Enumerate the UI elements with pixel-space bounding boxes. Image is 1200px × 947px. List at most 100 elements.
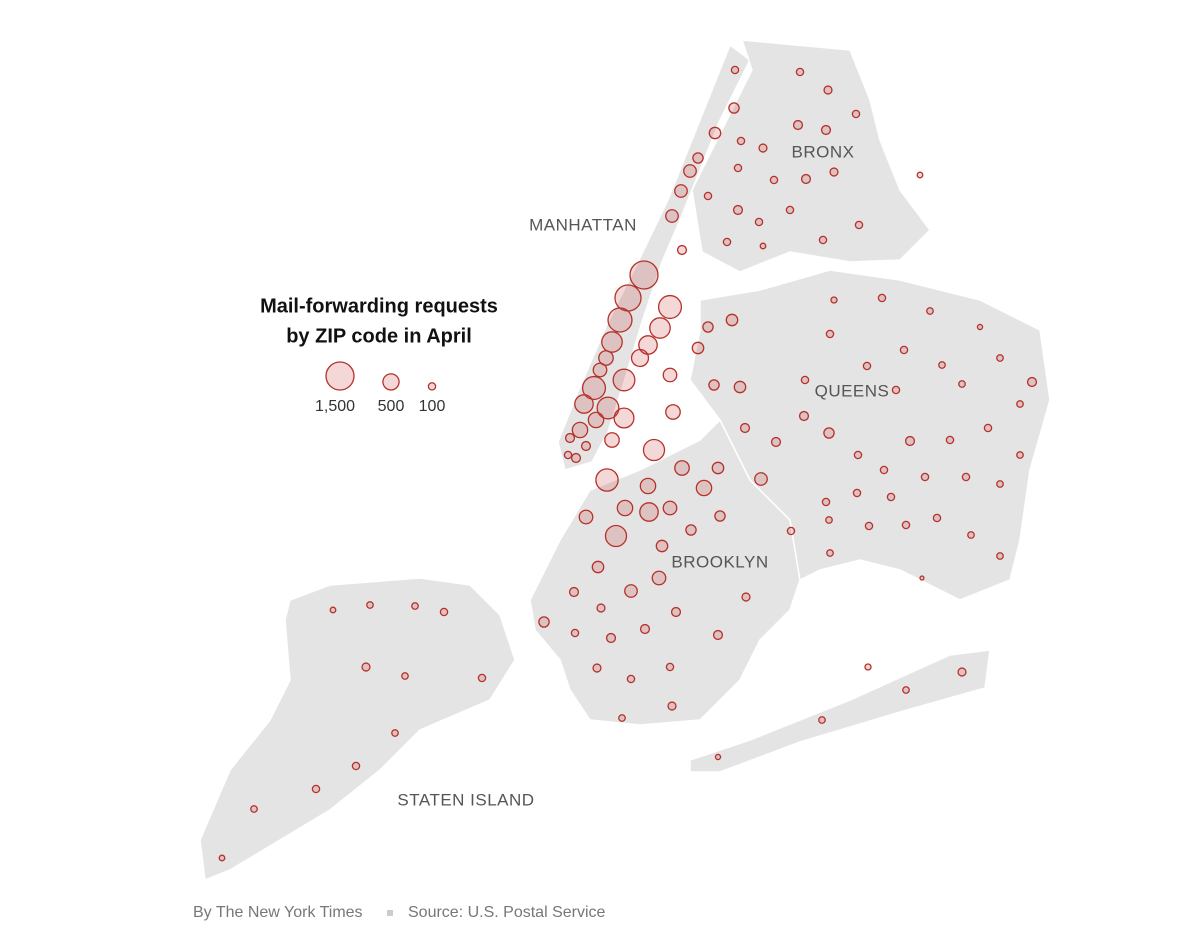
zip-bubble bbox=[639, 477, 657, 495]
zip-bubble bbox=[820, 124, 832, 136]
zip-bubble bbox=[823, 427, 835, 439]
zip-bubble bbox=[604, 524, 628, 548]
zip-bubble bbox=[825, 329, 835, 339]
zip-bubble bbox=[563, 450, 573, 460]
zip-bubble bbox=[477, 673, 487, 683]
zip-bubble bbox=[786, 526, 796, 536]
zip-bubble bbox=[853, 450, 863, 460]
zip-bubble bbox=[711, 461, 725, 475]
land bbox=[199, 39, 1051, 882]
zip-bubble bbox=[919, 575, 925, 581]
zip-bubble bbox=[920, 472, 930, 482]
zip-bubble bbox=[598, 350, 614, 366]
zip-bubble bbox=[708, 379, 720, 391]
zip-bubble bbox=[626, 674, 636, 684]
zip-bubble bbox=[904, 435, 916, 447]
zip-bubble bbox=[785, 205, 795, 215]
zip-bubble bbox=[570, 628, 580, 638]
legend: 1,500 500 100 bbox=[315, 361, 446, 415]
credit: By The New York Times bbox=[193, 904, 363, 921]
zip-bubble bbox=[754, 472, 768, 486]
zip-bubble bbox=[574, 394, 594, 414]
zip-bubble bbox=[604, 432, 620, 448]
zip-bubble bbox=[665, 662, 675, 672]
zip-bubble bbox=[722, 237, 732, 247]
zip-bubble bbox=[703, 191, 713, 201]
zip-bubble bbox=[886, 492, 896, 502]
zip-bubble bbox=[578, 509, 594, 525]
zip-bubble bbox=[891, 385, 901, 395]
zip-bubble bbox=[854, 220, 864, 230]
zip-bubble bbox=[564, 432, 576, 444]
zip-bubble bbox=[996, 480, 1004, 488]
zip-bubble bbox=[595, 468, 619, 492]
zip-bubble bbox=[662, 367, 678, 383]
zip-bubble bbox=[945, 435, 955, 445]
zip-bubble bbox=[769, 175, 779, 185]
zip-bubble bbox=[976, 323, 984, 331]
zip-bubble bbox=[667, 701, 677, 711]
zip-bubble bbox=[692, 152, 704, 164]
zip-bubble bbox=[329, 606, 337, 614]
zip-bubble bbox=[826, 549, 834, 557]
zip-bubble bbox=[1026, 376, 1038, 388]
borough-label: MANHATTAN bbox=[529, 215, 637, 234]
zip-bubble bbox=[712, 629, 724, 641]
zip-bubble bbox=[391, 729, 399, 737]
zip-bubble bbox=[714, 753, 722, 761]
zip-bubble bbox=[733, 163, 743, 173]
zip-bubble bbox=[218, 854, 226, 862]
zip-bubble bbox=[899, 345, 909, 355]
zip-bubble bbox=[674, 184, 688, 198]
zip-bubble bbox=[798, 410, 810, 422]
zip-bubble bbox=[642, 438, 666, 462]
manhattan bbox=[557, 43, 751, 471]
zip-bubble bbox=[739, 422, 751, 434]
zip-bubble bbox=[926, 307, 934, 315]
zip-bubble bbox=[961, 472, 971, 482]
zip-bubble bbox=[618, 714, 626, 722]
zip-bubble bbox=[702, 321, 714, 333]
zip-bubble bbox=[662, 500, 678, 516]
zip-bubble bbox=[587, 411, 605, 429]
zip-bubble bbox=[568, 586, 580, 598]
zip-bubble bbox=[733, 380, 747, 394]
zip-bubble bbox=[902, 686, 910, 694]
zip-bubble bbox=[851, 109, 861, 119]
zip-bubble bbox=[366, 601, 374, 609]
zip-bubble bbox=[795, 67, 805, 77]
zip-bubble bbox=[901, 520, 911, 530]
zip-bubble bbox=[792, 119, 804, 131]
zip-bubble bbox=[916, 171, 924, 179]
zip-bubble bbox=[958, 380, 966, 388]
zip-bubble bbox=[821, 497, 831, 507]
zip-bubble bbox=[862, 361, 872, 371]
title: Mail-forwarding requests bbox=[260, 295, 498, 317]
zip-bubble bbox=[823, 85, 833, 95]
zip-bubble bbox=[616, 499, 634, 517]
zip-bubble bbox=[996, 552, 1004, 560]
separator bbox=[387, 910, 393, 916]
zip-bubble bbox=[800, 375, 810, 385]
zip-bubble bbox=[996, 354, 1004, 362]
zip-bubble bbox=[361, 662, 371, 672]
zip-bubble bbox=[864, 663, 872, 671]
zip-bubble bbox=[728, 102, 740, 114]
zip-bubble bbox=[538, 616, 550, 628]
zip-bubble bbox=[592, 663, 602, 673]
borough-label: BRONX bbox=[792, 142, 855, 161]
zip-bubble bbox=[938, 361, 946, 369]
zip-bubble bbox=[612, 368, 636, 392]
staten-island bbox=[199, 577, 516, 882]
zip-bubble bbox=[649, 317, 671, 339]
borough-label: BROOKLYN bbox=[671, 552, 768, 571]
zip-bubble bbox=[250, 805, 258, 813]
zip-bubble bbox=[864, 521, 874, 531]
zip-bubble bbox=[629, 260, 659, 290]
zip-bubble bbox=[818, 235, 828, 245]
zip-bubble bbox=[818, 716, 826, 724]
title: by ZIP code in April bbox=[286, 325, 472, 347]
zip-bubble bbox=[665, 209, 679, 223]
legend-label: 100 bbox=[419, 398, 446, 415]
